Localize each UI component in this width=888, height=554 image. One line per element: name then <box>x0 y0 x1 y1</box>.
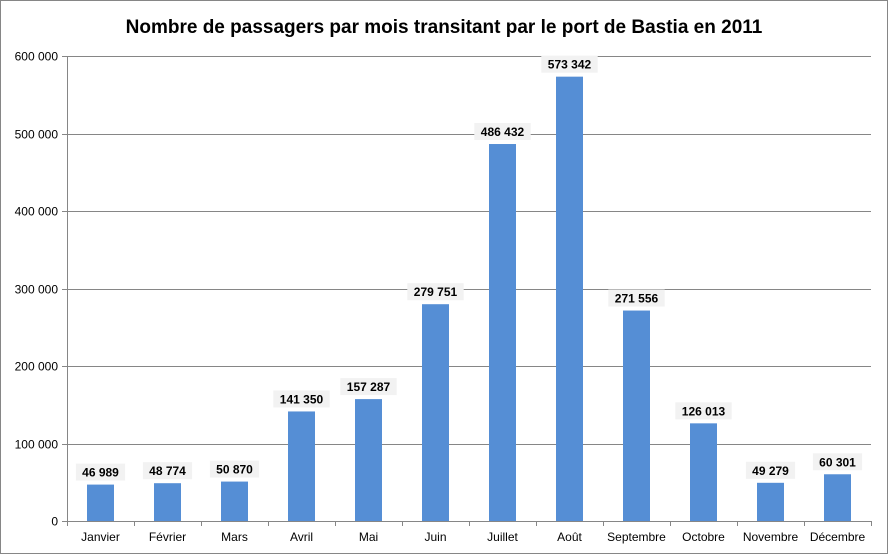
x-tick-label: Décembre <box>810 530 866 544</box>
data-label-bg <box>273 390 330 408</box>
x-tick-label: Mars <box>221 530 248 544</box>
bar <box>87 484 114 521</box>
data-label: 157 287 <box>347 380 391 394</box>
y-axis: 0 100 000 200 000 300 000 400 000 500 000 600 … <box>15 50 68 529</box>
x-tick-label: Septembre <box>607 530 666 544</box>
y-tick-label: 0 <box>51 515 58 529</box>
data-label: 279 751 <box>414 285 458 299</box>
bar <box>154 483 181 521</box>
y-tick-label: 400 000 <box>15 205 59 219</box>
x-tick-label: Avril <box>290 530 313 544</box>
data-labels: 46 989 48 774 50 870 141 350 157 287 279 751 4… <box>75 55 863 481</box>
bar <box>422 304 449 521</box>
data-label-bg <box>541 55 598 73</box>
bar <box>757 482 784 521</box>
bar <box>489 144 516 521</box>
data-label-bg <box>209 460 260 478</box>
bars <box>87 76 851 522</box>
x-tick-label: Août <box>557 530 582 544</box>
y-tick-label: 100 000 <box>15 438 59 452</box>
bar <box>556 76 583 522</box>
data-label: 49 279 <box>752 464 789 478</box>
data-label: 271 556 <box>615 292 659 306</box>
x-tick-label: Juillet <box>487 530 518 544</box>
data-label-bg <box>340 378 397 396</box>
bar <box>690 423 717 521</box>
x-tick-label: Février <box>149 530 186 544</box>
y-tick-label: 200 000 <box>15 360 59 374</box>
x-tick-label: Juin <box>424 530 446 544</box>
data-label: 46 989 <box>82 466 119 480</box>
x-axis: Janvier Février Mars Avril Mai Juin Juillet Aoû… <box>67 521 872 544</box>
data-label-bg <box>75 463 126 481</box>
data-label: 486 432 <box>481 125 525 139</box>
data-label: 48 774 <box>149 464 186 478</box>
bar <box>623 310 650 521</box>
data-label-bg <box>474 123 531 141</box>
x-tick-label: Octobre <box>682 530 725 544</box>
data-label-bg <box>812 453 863 471</box>
bar <box>824 474 851 521</box>
x-tick-label: Janvier <box>81 530 120 544</box>
data-label: 126 013 <box>682 404 726 418</box>
data-label: 573 342 <box>548 58 592 72</box>
y-tick-label: 300 000 <box>15 283 59 297</box>
data-label: 141 350 <box>280 392 324 406</box>
data-label-bg <box>608 289 665 307</box>
chart-title: Nombre de passagers par mois transitant … <box>126 17 763 38</box>
x-tick-label: Novembre <box>743 530 799 544</box>
bar <box>288 411 315 521</box>
data-label-bg <box>745 461 796 479</box>
y-tick-label: 600 000 <box>15 50 59 64</box>
y-tick-label: 500 000 <box>15 128 59 142</box>
bar <box>355 399 382 521</box>
gridlines <box>67 56 871 445</box>
data-label: 60 301 <box>819 455 856 469</box>
bar <box>221 481 248 521</box>
x-tick-label: Mai <box>359 530 378 544</box>
data-label: 50 870 <box>216 463 253 477</box>
data-label-bg <box>675 402 732 420</box>
data-label-bg <box>407 283 464 301</box>
data-label-bg <box>142 462 193 480</box>
